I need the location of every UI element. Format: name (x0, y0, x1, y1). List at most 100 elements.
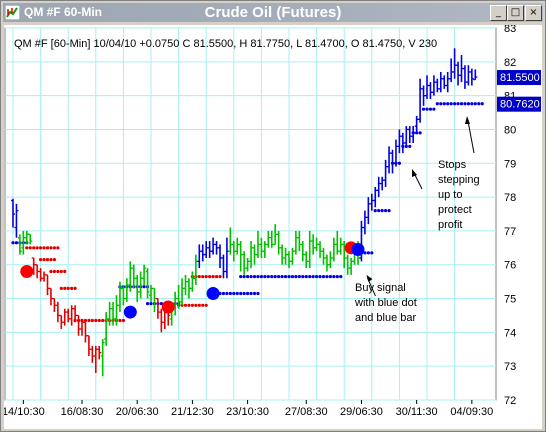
stop-dot (63, 286, 67, 290)
stop-dot (228, 291, 232, 296)
stop-dot (56, 246, 60, 250)
stop-dot (370, 251, 374, 255)
stop-dot (59, 269, 63, 274)
stop-dot (87, 318, 91, 323)
stop-dot (242, 274, 246, 279)
stop-dot (263, 274, 267, 279)
annotations: Buy signal with blue dot and blue bar Stops… (354, 116, 480, 324)
price-label-text: 81.5500 (500, 72, 540, 84)
minimize-button[interactable]: _ (490, 5, 507, 21)
stop-dot (204, 303, 208, 307)
stop-arrowhead-1 (412, 169, 417, 177)
buy-signal-note: and blue bar (355, 312, 416, 324)
stop-dot (11, 241, 15, 245)
x-tick-label: 20/06:30 (116, 406, 159, 418)
stop-dot (70, 286, 74, 290)
stop-dot (211, 274, 215, 279)
x-tick-label: 23/10:30 (226, 406, 269, 418)
x-tick-label: 29/06:30 (340, 406, 383, 418)
stop-dot (339, 274, 343, 279)
chart-area[interactable]: QM #F [60-Min] 10/04/10 +0.0750 C 81.550… (4, 25, 542, 429)
stop-dot (308, 274, 312, 279)
stop-dot (287, 274, 291, 279)
stop-dot (232, 291, 236, 296)
stop-dot (194, 303, 198, 307)
stop-dot (52, 269, 57, 274)
buy-signal-note: with blue dot (354, 297, 417, 309)
price-labels: 81.5500 80.7620 (497, 70, 541, 112)
y-tick-label: 83 (504, 25, 516, 35)
stop-dot (97, 318, 101, 323)
stop-dot (197, 303, 201, 307)
stop-dot (145, 302, 150, 306)
stop-dot (83, 318, 88, 323)
stop-dot (149, 302, 153, 306)
stop-dot (90, 318, 94, 323)
stop-dot (428, 107, 433, 111)
stop-dot (63, 269, 67, 274)
stop-dot (242, 291, 246, 296)
chart-app-icon (5, 5, 20, 20)
buy-signal-arrowhead (366, 274, 373, 282)
stops-note: Stops (438, 159, 467, 171)
maximize-button[interactable]: □ (507, 5, 524, 21)
plot-frame (4, 27, 497, 401)
y-tick-label: 82 (504, 57, 516, 69)
stop-dot (14, 241, 19, 245)
stop-dot (463, 102, 467, 106)
stop-dot (435, 102, 439, 106)
x-tick-label: 04/09:30 (450, 406, 493, 418)
x-tick-label: 21/12:30 (171, 406, 214, 418)
stop-dot (304, 274, 308, 279)
stop-dot (221, 291, 226, 296)
x-axis: 14/10:30 16/08:30 20/06:30 21/12:30 23/10:30… (4, 400, 493, 418)
title-bar[interactable]: QM #F 60-Min Crude Oil (Futures) _ □ × (3, 3, 543, 22)
y-tick-label: 75 (504, 294, 516, 306)
stops-note: profit (438, 219, 462, 231)
stop-dot (442, 102, 446, 106)
stop-dot (335, 274, 339, 279)
stop-dot (277, 274, 281, 279)
stop-dot (408, 144, 412, 148)
stop-dot (235, 291, 239, 296)
stop-dot (446, 102, 450, 106)
y-tick-label: 79 (504, 158, 516, 170)
stop-dot (384, 209, 388, 213)
stop-dot (183, 303, 188, 307)
stop-dot (301, 274, 305, 279)
stop-dot (246, 274, 250, 279)
signal-dots (20, 241, 365, 319)
stop-dot (425, 107, 429, 111)
stop-dot (477, 102, 481, 106)
stop-dot (439, 102, 443, 106)
stop-dot (397, 161, 401, 165)
stop-dot (373, 209, 377, 213)
y-tick-label: 80 (504, 124, 516, 136)
stop-dot (218, 274, 222, 279)
stop-arrow-2 (467, 120, 475, 154)
stop-dot (197, 274, 201, 279)
close-button[interactable]: × (525, 5, 542, 21)
blue-signal-dot (123, 305, 137, 319)
stop-dot (42, 246, 46, 250)
stop-dot (480, 102, 484, 106)
price-label-box (497, 70, 541, 86)
stop-dot (39, 258, 43, 262)
red-signal-dot (20, 264, 34, 278)
y-tick-label: 77 (504, 226, 516, 238)
price-chart[interactable]: QM #F [60-Min] 10/04/10 +0.0750 C 81.550… (4, 25, 542, 429)
stop-dot (39, 246, 43, 250)
stop-dot (297, 274, 301, 279)
stop-dot (190, 303, 194, 307)
stop-dot (187, 303, 191, 307)
stop-dot (283, 274, 288, 279)
x-tick-label: 30/11:30 (396, 406, 438, 418)
y-tick-label: 76 (504, 260, 516, 272)
stop-dot (273, 274, 277, 279)
stop-dot (290, 274, 295, 279)
stop-dot (159, 302, 163, 306)
stop-dot (35, 246, 39, 250)
stop-dot (315, 274, 319, 279)
stop-dot (249, 291, 253, 296)
